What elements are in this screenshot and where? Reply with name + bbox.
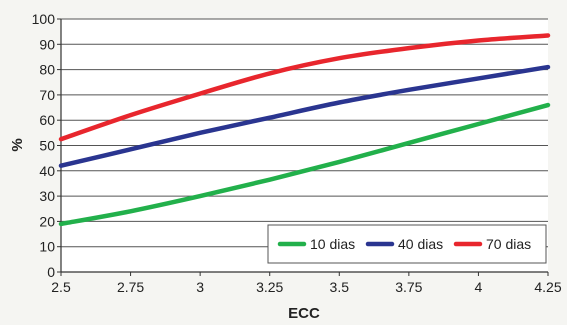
- y-tick-label: 10: [39, 239, 55, 255]
- y-tick-labels: 0 10 20 30 40 50 60 70 80 90 100: [32, 11, 56, 280]
- legend: 10 dias 40 dias 70 dias: [267, 224, 547, 264]
- axes: [60, 19, 548, 273]
- x-tick-label: 2.5: [51, 279, 71, 295]
- series-lines: [58, 33, 551, 227]
- x-axis-title: ECC: [288, 305, 320, 322]
- legend-box: [267, 224, 547, 264]
- y-tick-label: 20: [39, 213, 55, 229]
- legend-label-1: 40 dias: [398, 236, 443, 252]
- y-tick-label: 90: [39, 36, 55, 52]
- y-tick-label: 80: [39, 62, 55, 78]
- x-tick-labels: 2.5 2.75 3 3.25 3.5 3.75 4 4.25: [51, 279, 562, 295]
- y-tick-label: 40: [39, 163, 55, 179]
- series-line-1: [58, 64, 551, 168]
- y-axis-title: %: [9, 138, 26, 151]
- x-tick-label: 4.25: [534, 279, 561, 295]
- y-tick-label: 60: [39, 112, 55, 128]
- x-tick-label: 4: [475, 279, 483, 295]
- legend-label-2: 70 dias: [486, 236, 531, 252]
- series-line-2: [58, 33, 551, 142]
- x-tick-label: 3.5: [330, 279, 350, 295]
- legend-label-0: 10 dias: [310, 236, 355, 252]
- x-tick-label: 3: [196, 279, 204, 295]
- x-tick-label: 3.75: [395, 279, 422, 295]
- y-tick-label: 50: [39, 138, 55, 154]
- series-line-0: [58, 102, 551, 227]
- x-tick-label: 2.75: [117, 279, 144, 295]
- y-tick-label: 0: [47, 264, 55, 280]
- y-tick-label: 30: [39, 188, 55, 204]
- y-tick-label: 100: [32, 11, 56, 27]
- y-tick-label: 70: [39, 87, 55, 103]
- x-tick-label: 3.25: [256, 279, 283, 295]
